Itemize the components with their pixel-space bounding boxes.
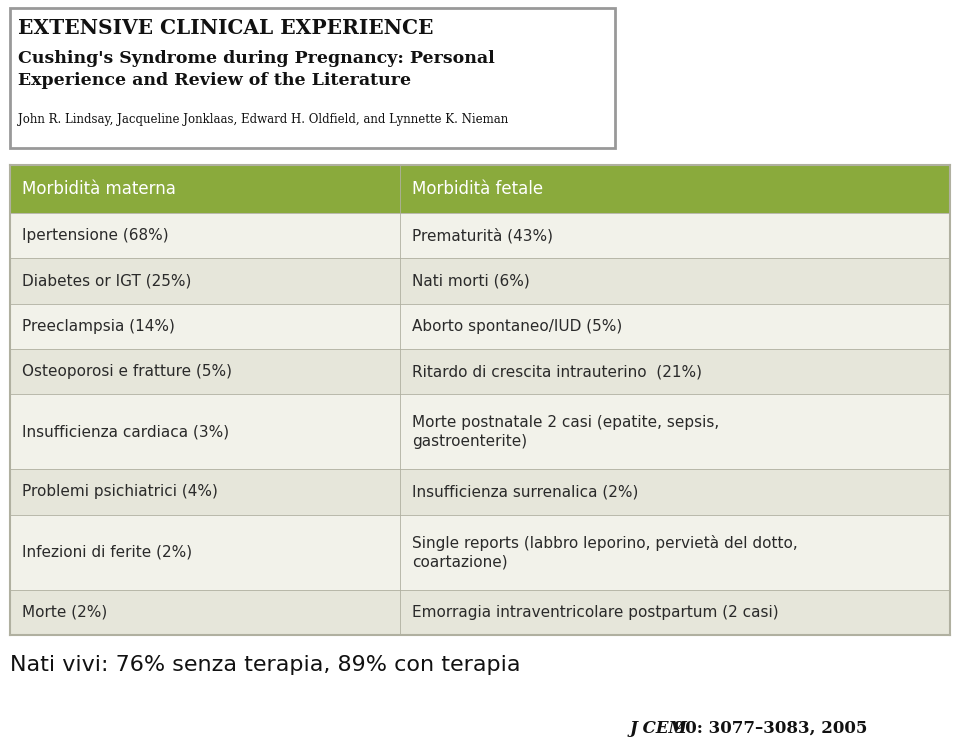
Bar (10, 394, 400, 469)
Text: Nati vivi: 76% senza terapia, 89% con terapia: Nati vivi: 76% senza terapia, 89% con te… (10, 655, 520, 675)
Text: EXTENSIVE CLINICAL EXPERIENCE: EXTENSIVE CLINICAL EXPERIENCE (18, 18, 433, 38)
Bar (10, 213, 400, 258)
Text: Morte postnatale 2 casi (epatite, sepsis,
gastroenterite): Morte postnatale 2 casi (epatite, sepsis… (412, 415, 719, 449)
Text: Ritardo di crescita intrauterino  (21%): Ritardo di crescita intrauterino (21%) (412, 364, 702, 379)
Text: Morte (2%): Morte (2%) (22, 605, 108, 620)
Bar (400, 515, 950, 589)
Bar (400, 589, 950, 635)
Bar (400, 213, 950, 258)
Bar (10, 349, 400, 394)
Text: J CEM: J CEM (630, 720, 688, 737)
Text: Problemi psichiatrici (4%): Problemi psichiatrici (4%) (22, 485, 218, 500)
Text: Aborto spontaneo/IUD (5%): Aborto spontaneo/IUD (5%) (412, 319, 622, 334)
Bar (400, 349, 950, 394)
Text: Single reports (labbro leporino, pervietà del dotto,
coartazione): Single reports (labbro leporino, perviet… (412, 535, 798, 569)
Bar (10, 8, 615, 148)
Text: John R. Lindsay, Jacqueline Jonklaas, Edward H. Oldfield, and Lynnette K. Nieman: John R. Lindsay, Jacqueline Jonklaas, Ed… (18, 113, 508, 126)
Text: Nati morti (6%): Nati morti (6%) (412, 273, 530, 288)
Text: Osteoporosi e fratture (5%): Osteoporosi e fratture (5%) (22, 364, 232, 379)
Bar (10, 258, 400, 303)
Bar (400, 258, 950, 303)
Text: Diabetes or IGT (25%): Diabetes or IGT (25%) (22, 273, 191, 288)
Text: Cushing's Syndrome during Pregnancy: Personal
Experience and Review of the Liter: Cushing's Syndrome during Pregnancy: Per… (18, 50, 494, 89)
Bar (400, 394, 950, 469)
Text: Infezioni di ferite (2%): Infezioni di ferite (2%) (22, 545, 192, 560)
Text: 90: 3077–3083, 2005: 90: 3077–3083, 2005 (668, 720, 868, 737)
Text: Morbidità fetale: Morbidità fetale (412, 180, 543, 198)
Bar (10, 589, 400, 635)
Bar (10, 303, 400, 349)
Bar (400, 165, 950, 213)
Text: Morbidità materna: Morbidità materna (22, 180, 176, 198)
Text: Ipertensione (68%): Ipertensione (68%) (22, 228, 169, 243)
Bar (10, 469, 400, 515)
Text: Emorragia intraventricolare postpartum (2 casi): Emorragia intraventricolare postpartum (… (412, 605, 779, 620)
Text: Insufficienza cardiaca (3%): Insufficienza cardiaca (3%) (22, 424, 229, 439)
Bar (400, 469, 950, 515)
Text: Insufficienza surrenalica (2%): Insufficienza surrenalica (2%) (412, 485, 638, 500)
Bar (400, 303, 950, 349)
Text: Preeclampsia (14%): Preeclampsia (14%) (22, 319, 175, 334)
Bar (10, 515, 400, 589)
Bar (10, 165, 400, 213)
Text: Prematurità (43%): Prematurità (43%) (412, 228, 553, 243)
